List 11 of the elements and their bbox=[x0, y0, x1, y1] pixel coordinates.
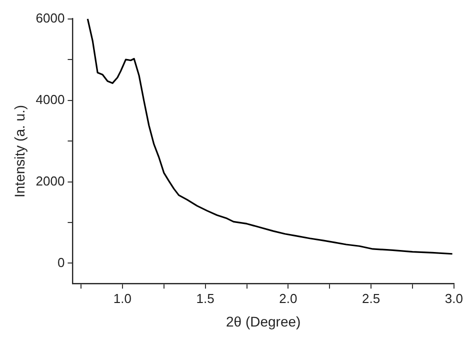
y-tick-label: 0 bbox=[57, 254, 65, 270]
x-axis-title: 2θ (Degree) bbox=[226, 313, 301, 330]
x-tick-label: 1.5 bbox=[196, 290, 214, 306]
x-tick-label: 1.0 bbox=[113, 290, 132, 306]
x-tick-label: 2.0 bbox=[279, 290, 298, 306]
y-tick-label: 2000 bbox=[36, 173, 65, 188]
y-tick-label: 6000 bbox=[36, 10, 65, 26]
x-tick-label: 2.5 bbox=[362, 290, 380, 306]
y-axis-title: Intensity (a. u.) bbox=[11, 104, 28, 198]
y-tick-label: 4000 bbox=[36, 92, 65, 107]
x-tick-label: 3.0 bbox=[444, 290, 464, 306]
